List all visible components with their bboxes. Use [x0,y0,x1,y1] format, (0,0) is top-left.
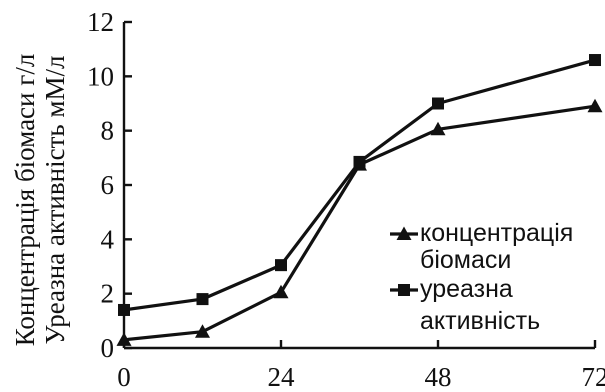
data-point [196,293,209,306]
legend-item-2: уреазна активність [390,275,540,335]
y-axis-label: Концентрація біомаси г/л Уреазна активні… [10,54,70,347]
y-tick-label: 2 [101,279,115,309]
y-tick-label: 4 [101,224,115,254]
data-point [353,155,366,168]
legend-marker [396,226,412,240]
y-tick-label: 10 [87,61,114,91]
legend-label: біомаси [420,246,511,274]
y-axis-label-line-1: Концентрація біомаси г/л [10,54,40,347]
series-line [123,58,596,312]
y-axis-ticks: 0 2 4 6 8 10 12 [87,7,132,363]
data-point [430,121,446,136]
x-axis-ticks: 0 24 48 72 [117,340,605,392]
y-tick-label: 0 [101,333,115,363]
data-point [118,303,130,316]
series-layer [116,54,603,346]
series-2 [118,54,601,316]
legend-label: концентрація [420,219,573,247]
data-point [587,98,603,113]
data-point [275,259,287,272]
x-tick-label: 24 [268,362,296,392]
legend-marker [398,284,410,296]
data-point [589,54,601,67]
x-tick-label: 0 [117,362,131,392]
legend-label: уреазна [420,275,513,303]
x-tick-label: 72 [582,362,605,392]
data-point [273,284,289,299]
y-tick-label: 6 [101,170,115,200]
data-point [195,324,210,338]
y-tick-label: 8 [101,116,115,146]
data-point [432,97,444,110]
legend-label: активність [420,307,540,335]
x-tick-label: 48 [425,362,452,392]
data-point [116,332,132,346]
series-line [123,104,596,342]
y-tick-label: 12 [87,7,114,37]
y-axis-label-line-2: Уреазна активність мМ/л [40,56,70,345]
